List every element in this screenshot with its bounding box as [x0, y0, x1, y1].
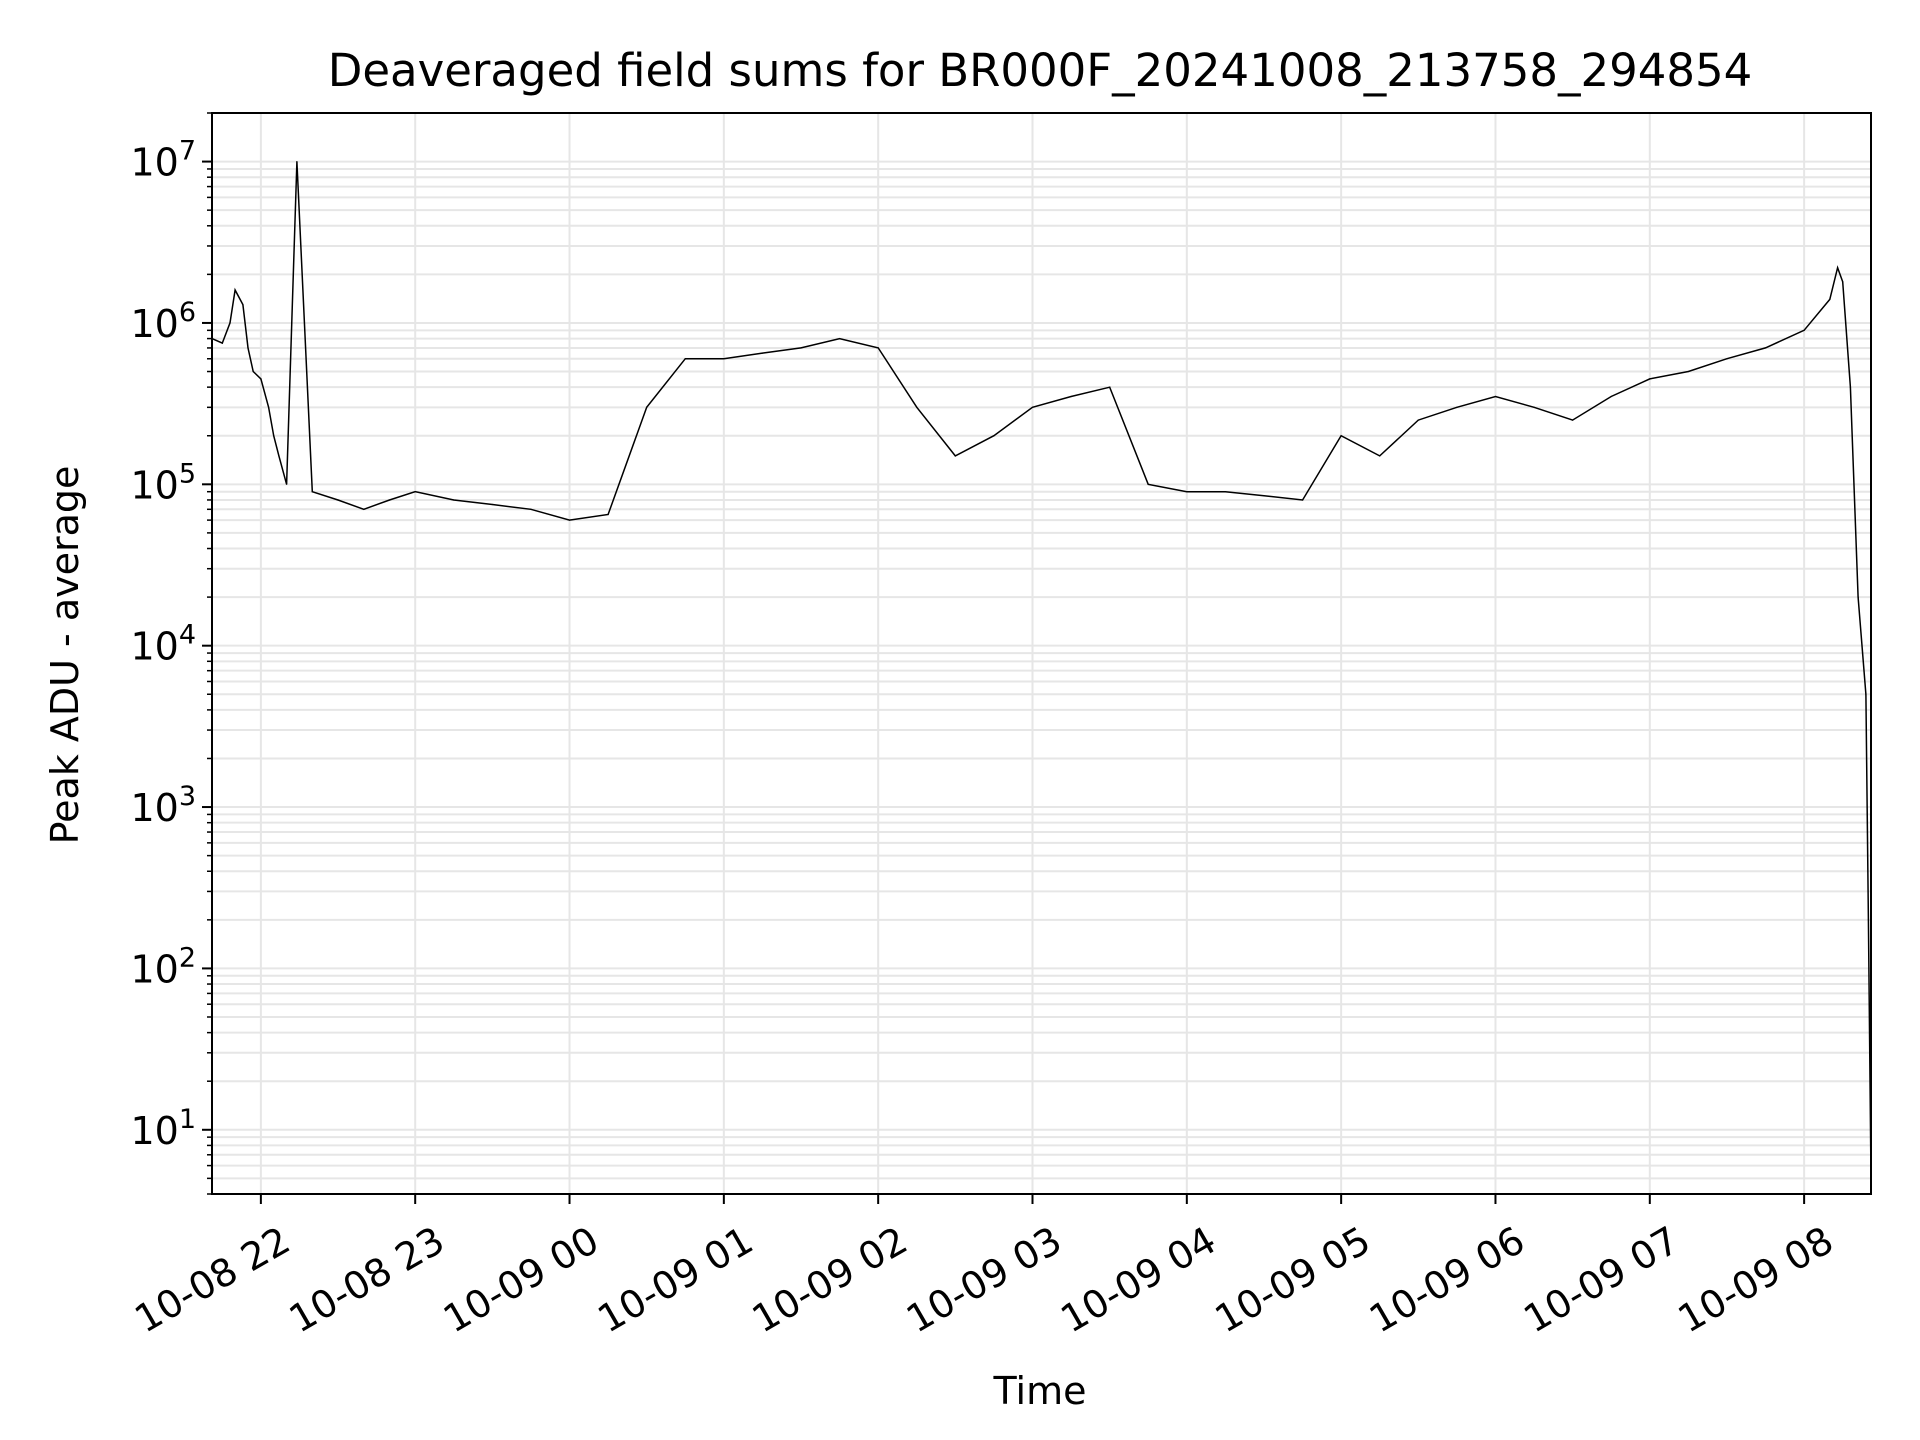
- data-point: [1186, 491, 1188, 493]
- data-point: [278, 455, 280, 457]
- data-point: [1857, 596, 1859, 598]
- data-point: [1649, 378, 1651, 380]
- data-point: [1803, 329, 1805, 331]
- data-point: [684, 358, 686, 360]
- y-tick-label: 106: [130, 297, 196, 346]
- data-point: [296, 161, 298, 163]
- data-point: [1829, 298, 1831, 300]
- data-point: [388, 499, 391, 501]
- data-point: [1147, 483, 1149, 485]
- data-point: [568, 519, 571, 521]
- data-point: [1302, 499, 1304, 501]
- y-tick-label: 103: [130, 781, 196, 830]
- data-point: [260, 378, 262, 380]
- data-point: [877, 347, 879, 349]
- data-point: [1764, 347, 1767, 349]
- y-axis-ticks: 101 102 103 104 105 106 107: [130, 112, 212, 1195]
- data-point: [1224, 491, 1226, 493]
- data-point: [761, 352, 764, 354]
- data-point: [414, 491, 416, 493]
- data-point: [839, 338, 841, 340]
- data-point: [363, 508, 365, 510]
- data-point: [1263, 495, 1265, 497]
- data-point: [1865, 693, 1867, 695]
- data-point: [1842, 281, 1844, 283]
- data-point: [530, 508, 532, 510]
- x-axis-label: Time: [993, 1369, 1087, 1413]
- data-point: [1379, 455, 1381, 457]
- data-point: [453, 499, 455, 501]
- data-point: [1494, 395, 1497, 398]
- data-point: [337, 499, 339, 501]
- data-point: [1867, 919, 1869, 921]
- data-point: [607, 513, 609, 516]
- data-point: [646, 406, 648, 408]
- data-point: [273, 435, 275, 437]
- y-tick-label: 102: [130, 942, 196, 991]
- data-point: [1610, 395, 1612, 398]
- data-point: [252, 370, 254, 373]
- data-point: [1031, 406, 1034, 408]
- data-point: [491, 503, 493, 506]
- y-tick-label: 101: [130, 1104, 196, 1153]
- data-point: [1533, 406, 1535, 408]
- data-point: [1070, 395, 1072, 398]
- data-point: [268, 406, 270, 408]
- data-point: [1849, 386, 1851, 388]
- data-point: [1340, 435, 1342, 437]
- data-point: [1687, 370, 1689, 373]
- y-tick-label: 107: [130, 136, 196, 185]
- data-point: [247, 347, 249, 349]
- data-point: [954, 455, 956, 457]
- data-point: [1572, 419, 1574, 421]
- data-point: [286, 483, 288, 485]
- grid: [212, 112, 1871, 1195]
- data-point: [1456, 406, 1458, 408]
- data-point: [1837, 267, 1839, 269]
- data-point: [311, 491, 313, 493]
- y-tick-label: 104: [130, 620, 196, 669]
- y-tick-label: 105: [130, 458, 196, 507]
- data-point: [1417, 419, 1419, 421]
- data-point: [221, 342, 223, 344]
- data-point: [242, 304, 244, 306]
- data-point: [800, 347, 802, 349]
- data-point: [229, 322, 231, 324]
- data-point: [1726, 358, 1728, 360]
- data-point: [234, 289, 236, 291]
- data-point: [916, 406, 918, 408]
- y-axis-label: Peak ADU - average: [43, 466, 87, 845]
- series-line: [211, 161, 1872, 1179]
- chart-title: Deaveraged field sums for BR000F_2024100…: [328, 44, 1753, 97]
- data-point: [723, 358, 725, 360]
- data-point: [1109, 386, 1111, 388]
- data-point: [993, 435, 995, 437]
